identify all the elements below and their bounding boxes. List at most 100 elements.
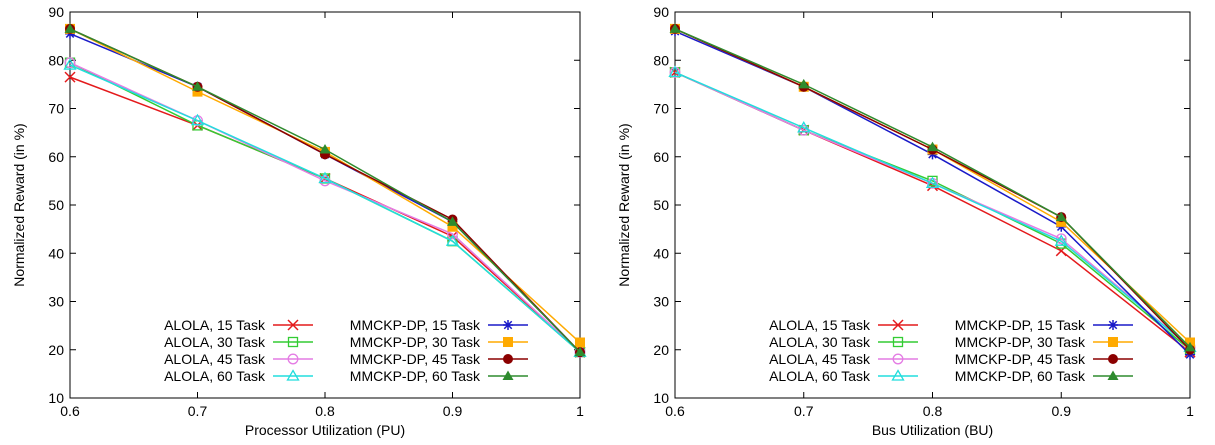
y-tick-label: 80 <box>653 52 669 68</box>
series-line <box>69 64 581 353</box>
legend-swatch-marker <box>1107 370 1119 380</box>
data-point <box>319 144 331 154</box>
y-tick-label: 10 <box>48 390 64 406</box>
y-tick-label: 20 <box>653 342 669 358</box>
data-point <box>445 234 460 246</box>
data-point <box>798 78 810 89</box>
x-axis-label: Processor Utilization (PU) <box>245 422 405 438</box>
legend-label: MMCKP-DP, 15 Task <box>350 317 481 333</box>
series-alola-45-task <box>64 57 586 358</box>
data-point <box>447 216 458 226</box>
legend-label: MMCKP-DP, 60 Task <box>955 368 1086 384</box>
x-tick-label: 0.9 <box>1052 403 1072 419</box>
x-tick-label: 0.7 <box>794 403 814 419</box>
legend-swatch-marker <box>891 369 905 381</box>
series-mmckp-dp-15-task <box>65 28 585 358</box>
data-point <box>1055 211 1067 222</box>
y-tick-label: 70 <box>653 101 669 117</box>
legend-label: MMCKP-DP, 60 Task <box>350 368 481 384</box>
legend-swatch-marker <box>287 336 299 348</box>
y-tick-label: 60 <box>48 149 64 165</box>
legend-swatch-marker <box>502 370 514 380</box>
y-tick-label: 90 <box>653 4 669 20</box>
chart-panel-1: 10 20 30 40 50 60 70 80 90 0.6 0.7 0.8 0.9 1 Processor… <box>11 4 587 438</box>
data-point <box>318 171 332 184</box>
data-point <box>190 113 205 126</box>
data-point <box>927 141 938 152</box>
x-tick-label: 0.6 <box>60 403 80 419</box>
data-point <box>575 337 585 348</box>
series-mmckp-dp-45-task <box>65 23 585 358</box>
legend-swatch-marker <box>1108 320 1118 330</box>
legend-label: ALOLA, 30 Task <box>164 334 266 350</box>
y-tick-label: 60 <box>653 149 669 165</box>
legend-label: MMCKP-DP, 15 Task <box>955 317 1086 333</box>
series-line <box>674 71 1191 348</box>
chart-panel-2: 10 20 30 40 50 60 70 80 90 0.6 0.7 0.8 0.9 1 Bus Utili… <box>616 4 1197 438</box>
data-point <box>64 57 76 69</box>
series-alola-60-task <box>668 65 1197 352</box>
legend-swatch-marker <box>287 353 299 365</box>
series-line <box>674 28 1191 351</box>
legend-label: ALOLA, 60 Task <box>769 368 871 384</box>
y-tick-label: 90 <box>48 4 64 20</box>
x-tick-label: 0.8 <box>923 403 943 419</box>
series-mmckp-dp-60-task <box>669 23 1196 352</box>
legend-swatch-marker <box>503 320 513 330</box>
x-tick-label: 0.9 <box>443 403 463 419</box>
series-alola-60-task <box>63 58 587 357</box>
legend-label: MMCKP-DP, 45 Task <box>955 351 1086 367</box>
legend-label: MMCKP-DP, 45 Task <box>350 351 481 367</box>
legend-label: ALOLA, 45 Task <box>164 351 266 367</box>
legend-swatch-marker <box>287 319 299 331</box>
x-tick-label: 1 <box>1186 403 1194 419</box>
legend-label: MMCKP-DP, 30 Task <box>350 334 481 350</box>
legend-label: ALOLA, 45 Task <box>769 351 871 367</box>
data-point <box>797 121 811 133</box>
series-line <box>674 71 1191 348</box>
series-alola-30-task <box>669 67 1196 355</box>
series-line <box>69 28 581 353</box>
series-alola-15-task <box>669 66 1196 358</box>
legend-label: ALOLA, 15 Task <box>769 317 871 333</box>
y-tick-label: 30 <box>653 294 669 310</box>
y-tick-label: 80 <box>48 52 64 68</box>
y-tick-label: 20 <box>48 342 64 358</box>
legend-swatch-marker <box>892 353 904 365</box>
data-point <box>447 221 458 232</box>
legend-label: ALOLA, 30 Task <box>769 334 871 350</box>
data-point <box>1054 234 1068 246</box>
series-mmckp-dp-15-task <box>670 26 1195 360</box>
legend-swatch-marker <box>892 319 904 331</box>
series-line <box>674 71 1191 351</box>
series-line <box>69 76 581 353</box>
legend-swatch-marker <box>286 369 300 381</box>
series-line <box>674 30 1191 356</box>
series-line <box>69 33 581 353</box>
y-tick-label: 50 <box>48 197 64 213</box>
x-axis-label: Bus Utilization (BU) <box>872 422 993 438</box>
series-line <box>69 28 581 353</box>
data-point <box>63 58 77 70</box>
y-tick-label: 40 <box>48 245 64 261</box>
data-point <box>669 23 681 33</box>
legend-swatch-marker <box>892 336 904 348</box>
legend-label: ALOLA, 60 Task <box>164 368 266 384</box>
series-mmckp-dp-45-task <box>670 23 1195 355</box>
legend-label: MMCKP-DP, 30 Task <box>955 334 1086 350</box>
x-tick-label: 0.7 <box>188 403 208 419</box>
legend-label: ALOLA, 15 Task <box>164 317 266 333</box>
x-tick-label: 0.8 <box>315 403 335 419</box>
legend-swatch-marker <box>1108 354 1118 364</box>
legend-swatch-marker <box>503 337 513 347</box>
legend-swatch-marker <box>1108 337 1118 347</box>
series-line <box>674 71 1191 353</box>
data-point <box>668 65 682 77</box>
y-axis-label: Normalized Reward (in %) <box>11 123 27 286</box>
data-point <box>64 23 76 33</box>
legend-swatch-marker <box>503 354 513 364</box>
data-point <box>64 71 76 83</box>
